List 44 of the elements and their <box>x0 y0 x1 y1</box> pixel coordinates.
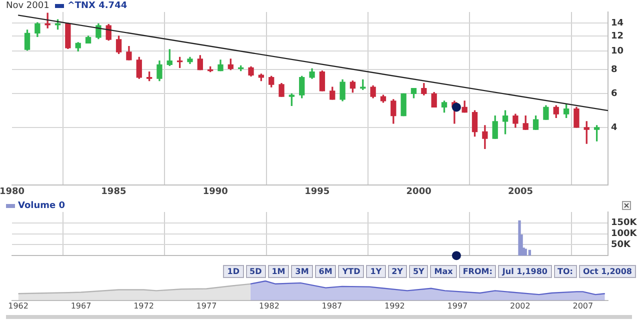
y-tick-label: 50K <box>611 240 632 250</box>
text: 1D <box>223 265 244 278</box>
text: YTD <box>338 265 364 278</box>
bar <box>518 220 521 256</box>
x-tick-label: 2000 <box>406 186 432 197</box>
x-tick-label: 1997 <box>447 301 468 310</box>
text: Jul 1,1980 <box>498 265 552 278</box>
x-tick-label: 1987 <box>322 301 342 310</box>
x-tick-label: 1985 <box>101 186 126 197</box>
text: 2Y <box>388 265 407 278</box>
text: TO: <box>554 265 577 278</box>
x-tick-label: 2005 <box>508 186 534 197</box>
text: Max <box>430 265 457 278</box>
y-tick-label: 4 <box>611 122 618 133</box>
x-tick-label: 2007 <box>572 301 594 310</box>
x-tick-label: 1962 <box>8 301 28 310</box>
y-tick-label: 6 <box>611 89 618 100</box>
x-tick-label: 1967 <box>70 301 92 310</box>
text: 1M <box>268 265 290 278</box>
x-tick-label: 1990 <box>202 186 228 197</box>
x-tick-label: 1992 <box>384 301 405 310</box>
x-tick-label: 1972 <box>134 301 154 310</box>
text: 3M <box>291 265 313 278</box>
y-tick-label: 12 <box>611 31 624 42</box>
x-tick-label: 2002 <box>510 301 530 310</box>
x-tick-label: 1995 <box>304 186 330 197</box>
y-tick-label: 8 <box>611 65 618 76</box>
text: 1Y <box>366 265 386 278</box>
x-tick-label: 1977 <box>196 301 217 310</box>
text: Oct 1,2008 <box>578 265 636 278</box>
y-tick-label: 14 <box>611 18 624 28</box>
chart-title: Nov 2001 <box>6 1 50 11</box>
y-tick-label: 100K <box>611 229 638 240</box>
legend-label: Volume 0 <box>18 201 66 211</box>
bar <box>528 250 532 256</box>
x-tick-label: 1980 <box>0 186 25 197</box>
y-tick-label: 10 <box>611 46 624 56</box>
series-label: ^TNX 4.744 <box>67 1 128 11</box>
text: FROM: <box>458 265 496 278</box>
y-tick-label: 150K <box>611 218 638 228</box>
text: 5Y <box>408 265 428 278</box>
text: 6M <box>314 265 336 278</box>
text: 5D <box>246 265 266 278</box>
x-tick-label: 1982 <box>259 301 280 310</box>
